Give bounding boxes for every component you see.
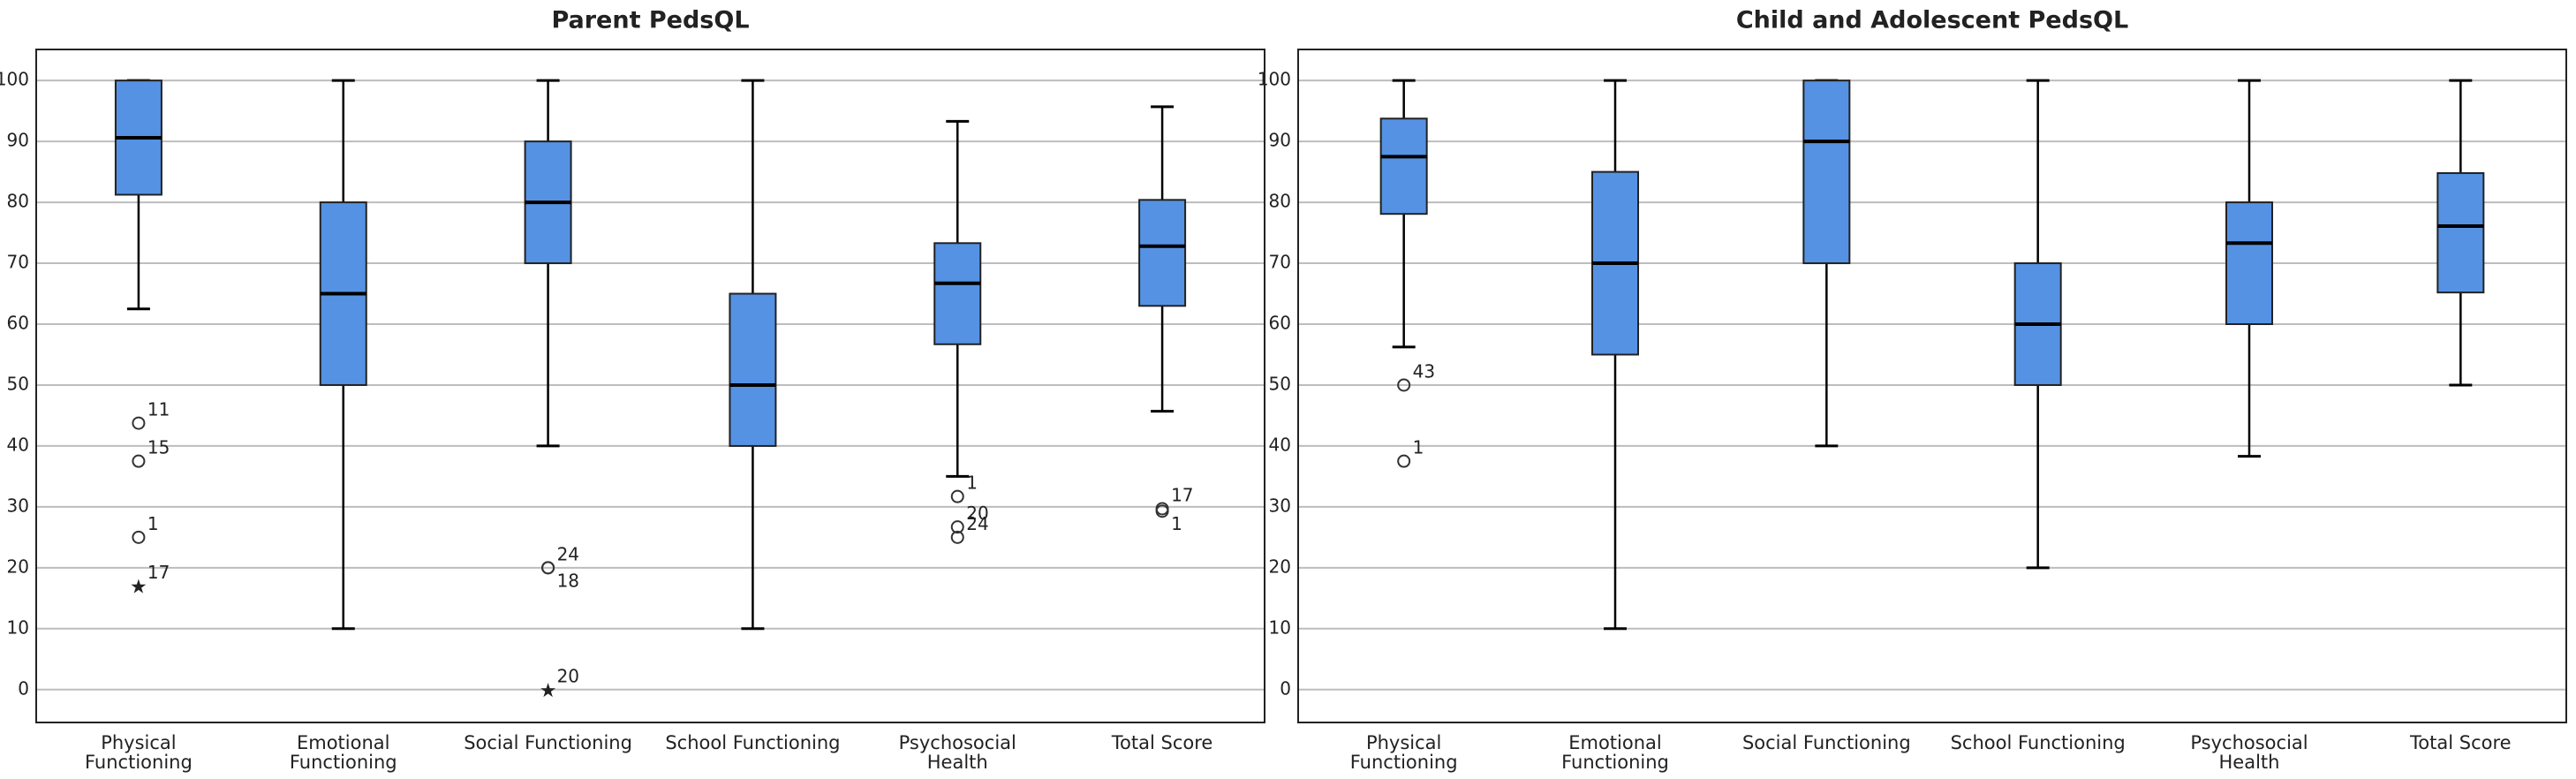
y-tick-label: 50	[1269, 373, 1291, 394]
outlier-label: 18	[557, 570, 579, 591]
x-tick-label: School Functioning	[1950, 732, 2126, 753]
y-tick-label: 40	[1269, 434, 1291, 455]
x-tick-label: Total Score	[2410, 732, 2512, 753]
x-tick-label: Total Score	[1111, 732, 1213, 753]
x-tick-label: Physical Functioning	[85, 732, 193, 773]
plot-frame	[1297, 49, 2567, 723]
y-tick-label: 0	[1280, 677, 1291, 699]
outlier	[950, 520, 964, 534]
y-tick-label: 80	[1269, 191, 1291, 212]
x-tick-label: Psychosocial Health	[2190, 732, 2308, 773]
outlier-label: 1	[147, 513, 159, 534]
outlier-label: 20	[966, 503, 988, 524]
y-tick-label: 10	[1269, 616, 1291, 638]
y-tick-label: 70	[1269, 252, 1291, 273]
chart-title: Parent PedsQL	[551, 7, 749, 34]
y-tick-label: 40	[7, 434, 29, 455]
outlier-label: 24	[557, 543, 579, 564]
y-tick-label: 0	[18, 677, 29, 699]
x-tick-label: Emotional Functioning	[1561, 732, 1669, 773]
x-tick-label: Social Functioning	[464, 732, 632, 753]
chart-title: Child and Adolescent PedsQL	[1736, 7, 2128, 34]
outlier	[132, 530, 146, 544]
plot-frame	[35, 49, 1265, 723]
y-tick-label: 90	[7, 130, 29, 151]
box	[2436, 171, 2485, 294]
outlier-label: 1	[1413, 437, 1424, 458]
y-tick-label: 20	[1269, 556, 1291, 577]
outlier	[132, 416, 146, 430]
outlier-label: 17	[1171, 484, 1193, 505]
outlier	[950, 530, 964, 544]
box	[1379, 117, 1428, 216]
outlier-label: 15	[147, 437, 170, 458]
x-tick-label: Social Functioning	[1741, 732, 1911, 753]
outlier-label: 20	[557, 665, 579, 686]
y-tick-label: 60	[1269, 313, 1291, 334]
box	[729, 292, 777, 447]
extreme: ★	[130, 577, 147, 599]
outlier	[1397, 378, 1411, 392]
outlier-label: 11	[147, 399, 170, 420]
y-tick-label: 10	[7, 616, 29, 638]
outlier-label: 17	[147, 562, 170, 583]
y-tick-label: 90	[1269, 130, 1291, 151]
y-tick-label: 70	[7, 252, 29, 273]
box	[1802, 79, 1851, 265]
y-tick-label: 100	[0, 69, 29, 90]
box	[933, 242, 982, 345]
outlier	[132, 454, 146, 468]
outlier-label: 1	[966, 473, 978, 494]
y-tick-label: 50	[7, 373, 29, 394]
outlier	[541, 561, 555, 575]
x-tick-label: Emotional Functioning	[289, 732, 397, 773]
extreme: ★	[540, 680, 557, 702]
y-tick-label: 20	[7, 556, 29, 577]
x-tick-label: School Functioning	[665, 732, 841, 753]
y-tick-label: 30	[7, 495, 29, 516]
x-tick-label: Psychosocial Health	[898, 732, 1016, 773]
y-tick-label: 80	[7, 191, 29, 212]
outlier	[1155, 504, 1169, 518]
y-tick-label: 100	[1258, 69, 1291, 90]
box	[1138, 199, 1187, 307]
outlier	[1397, 454, 1411, 468]
outlier-label: 43	[1413, 360, 1435, 382]
x-tick-label: Physical Functioning	[1349, 732, 1458, 773]
box	[2225, 201, 2273, 326]
outlier-label: 24	[966, 513, 988, 534]
outlier	[950, 489, 964, 503]
outlier-label: 1	[1171, 513, 1182, 534]
y-tick-label: 30	[1269, 495, 1291, 516]
y-tick-label: 60	[7, 313, 29, 334]
